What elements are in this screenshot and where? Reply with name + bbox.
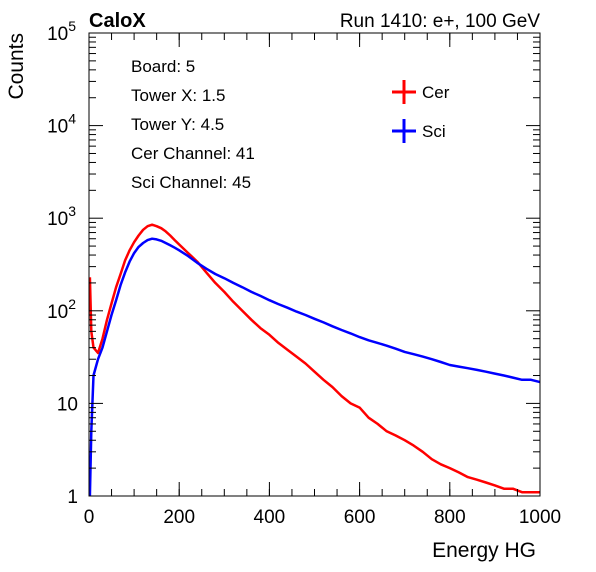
y-tick-label: 1 (67, 487, 78, 508)
info-line: Board: 5 (131, 57, 195, 76)
legend-entry-sci: Sci (392, 119, 446, 143)
info-line: Tower X: 1.5 (131, 86, 226, 105)
legend: Cer Sci (392, 80, 450, 143)
y-tick-label: 10 (57, 394, 78, 415)
title-right: Run 1410: e+, 100 GeV (340, 11, 541, 32)
info-line: Sci Channel: 45 (131, 173, 251, 192)
legend-label: Cer (422, 83, 450, 102)
info-box: Board: 5 Tower X: 1.5 Tower Y: 4.5 Cer Chan… (131, 57, 255, 192)
series-layer (88, 223, 541, 497)
x-tick-label: 600 (344, 507, 376, 528)
legend-label: Sci (422, 122, 446, 141)
x-tick-label: 400 (254, 507, 286, 528)
x-tick-label: 0 (84, 507, 95, 528)
y-tick-label: 102 (47, 296, 76, 323)
y-tick-label: 105 (47, 18, 76, 45)
x-axis-label: Energy HG (432, 539, 536, 562)
y-tick-label: 103 (47, 203, 76, 230)
x-tick-label: 1000 (519, 507, 561, 528)
info-line: Cer Channel: 41 (131, 144, 255, 163)
series-sci-line (88, 237, 541, 497)
y-axis-label: Counts (5, 33, 28, 100)
axes-layer: 0 200 400 600 800 1000 1 10 102 103 104 105 (47, 18, 561, 528)
legend-entry-cer: Cer (392, 80, 450, 104)
x-tick-label: 800 (434, 507, 466, 528)
info-line: Tower Y: 4.5 (131, 115, 224, 134)
y-tick-label: 104 (47, 111, 76, 138)
x-tick-label: 200 (163, 507, 195, 528)
series-cer-line (88, 223, 540, 494)
title-left: CaloX (89, 10, 146, 32)
